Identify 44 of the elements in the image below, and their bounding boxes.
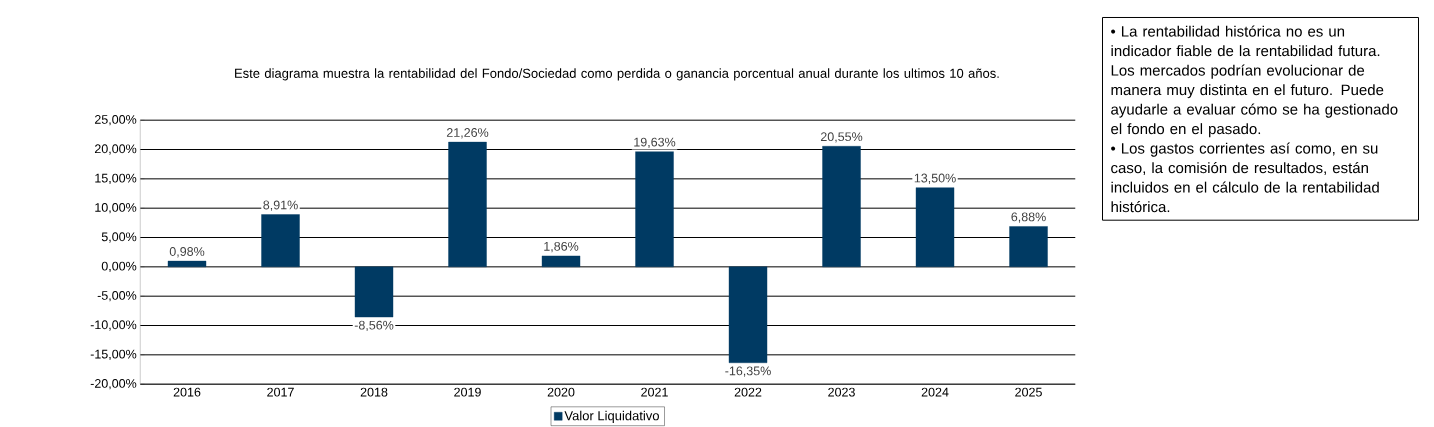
- text: • Los gastos corrientes así como, en su caso, la comisión de resultados, están incluidos en el cálculo de la rentabilidad histórica.: [1111, 142, 1379, 213]
- y-tick-label: -20,00%: [90, 379, 137, 390]
- bar: [1009, 226, 1048, 268]
- y-tick-label: 25,00%: [94, 115, 137, 126]
- data-label: 20,55%: [820, 132, 863, 143]
- data-label: 8,91%: [263, 200, 298, 211]
- y-tick-label: 10,00%: [95, 203, 137, 214]
- x-tick-label: 2023: [828, 387, 855, 397]
- bar: [261, 214, 300, 268]
- y-tick-label: 15,00%: [95, 173, 137, 184]
- x-tick-label: 2022: [734, 387, 762, 397]
- x-tick-label: 2019: [454, 387, 481, 397]
- data-label: 6,88%: [1011, 212, 1046, 223]
- data-label: 1,86%: [544, 241, 579, 253]
- data-label: 13,50%: [914, 173, 956, 184]
- y-tick-label: -15,00%: [90, 349, 137, 360]
- y-tick-label: 0,00%: [101, 261, 137, 272]
- bar: [635, 151, 674, 268]
- x-tick-label: 2020: [547, 387, 575, 397]
- bar: [448, 141, 487, 268]
- chart-title: Este diagrama muestra la rentabilidad del Fondo/Sociedad como perdida o ganancia porcentual anual durante los ultimos 10 años.: [235, 68, 999, 81]
- data-label: -16,35%: [725, 366, 771, 377]
- y-tick-label: 20,00%: [94, 144, 137, 155]
- x-tick-label: 2018: [360, 387, 388, 397]
- data-label: 21,26%: [446, 128, 489, 139]
- bar: [541, 255, 581, 268]
- bar: [822, 146, 861, 268]
- text: • La rentabilidad histórica no es un indicador fiable de la rentabilidad futura. Los mercados podrían evolucionar de manera muy distinta en el futuro. Puede ayudarle a evaluar cómo se ha gestionado el fondo en el pasado.: [1111, 25, 1398, 138]
- y-tick-label: -10,00%: [90, 320, 137, 331]
- bar: [728, 266, 768, 363]
- x-tick-label: 2017: [267, 387, 294, 397]
- bar: [915, 187, 955, 268]
- x-tick-label: 2024: [921, 387, 949, 397]
- y-tick-label: -5,00%: [97, 291, 137, 302]
- legend-label: Valor Liquidativo: [564, 410, 659, 423]
- y-tick-label: 5,00%: [101, 232, 137, 243]
- bar: [354, 266, 394, 318]
- data-label: 19,63%: [634, 137, 676, 148]
- x-tick-label: 2025: [1015, 387, 1042, 397]
- x-tick-label: 2016: [173, 387, 201, 397]
- x-tick-label: 2021: [641, 387, 668, 397]
- data-label: -8,56%: [354, 320, 394, 332]
- bar: [167, 260, 207, 268]
- data-label: 0,98%: [169, 247, 205, 258]
